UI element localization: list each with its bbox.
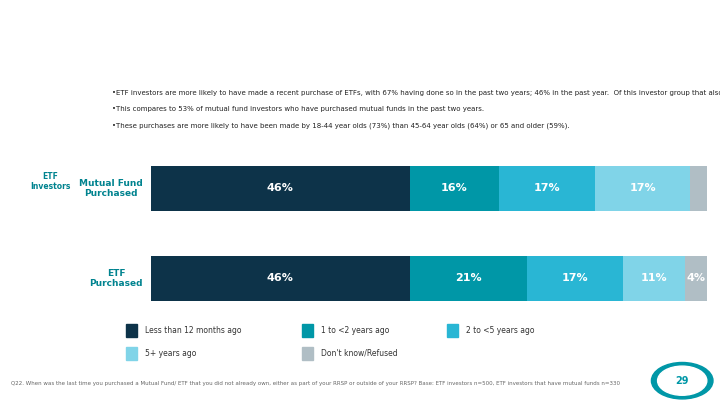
Text: Don't know/Refused: Don't know/Refused xyxy=(321,349,397,358)
Text: 4%: 4% xyxy=(686,273,706,283)
Bar xyxy=(690,166,707,211)
Bar xyxy=(447,324,459,337)
Text: Q22. When was the last time you purchased a Mutual Fund/ ETF that you did not al: Q22. When was the last time you purchase… xyxy=(11,382,620,386)
Bar xyxy=(125,347,137,360)
Bar xyxy=(685,256,707,301)
Bar xyxy=(151,166,410,211)
Bar xyxy=(410,166,500,211)
Text: 5+ years ago: 5+ years ago xyxy=(145,349,196,358)
Text: ETF
Investors: ETF Investors xyxy=(30,172,71,191)
Bar xyxy=(595,166,690,211)
Bar xyxy=(528,256,623,301)
Text: Most Recent New Fund Purchase: Most Recent New Fund Purchase xyxy=(13,19,373,38)
Circle shape xyxy=(652,362,713,399)
Bar xyxy=(125,324,137,337)
Text: Less than 12 months ago: Less than 12 months ago xyxy=(145,326,241,335)
Text: 11%: 11% xyxy=(641,273,667,283)
Text: 17%: 17% xyxy=(562,273,588,283)
Bar xyxy=(151,256,410,301)
Text: 16%: 16% xyxy=(441,183,468,194)
Text: 2 to <5 years ago: 2 to <5 years ago xyxy=(466,326,535,335)
Text: •ETF investors are more likely to have made a recent purchase of ETFs, with 67% : •ETF investors are more likely to have m… xyxy=(112,90,720,129)
Text: 1 to <2 years ago: 1 to <2 years ago xyxy=(321,326,390,335)
Bar xyxy=(623,256,685,301)
Circle shape xyxy=(657,366,707,395)
Bar xyxy=(500,166,595,211)
Text: 21%: 21% xyxy=(455,273,482,283)
Bar xyxy=(302,324,313,337)
Text: 17%: 17% xyxy=(534,183,560,194)
Text: ETF
Purchased: ETF Purchased xyxy=(89,269,143,288)
Text: Mutual Fund
Purchased: Mutual Fund Purchased xyxy=(79,179,143,198)
Text: 29: 29 xyxy=(675,376,689,386)
Bar xyxy=(410,256,528,301)
Text: Two-thirds of ETF investors have purchased a fund in the past two years.: Two-thirds of ETF investors have purchas… xyxy=(13,61,451,74)
Bar xyxy=(302,347,313,360)
Text: 46%: 46% xyxy=(267,183,294,194)
Text: 46%: 46% xyxy=(267,273,294,283)
Text: 17%: 17% xyxy=(629,183,656,194)
